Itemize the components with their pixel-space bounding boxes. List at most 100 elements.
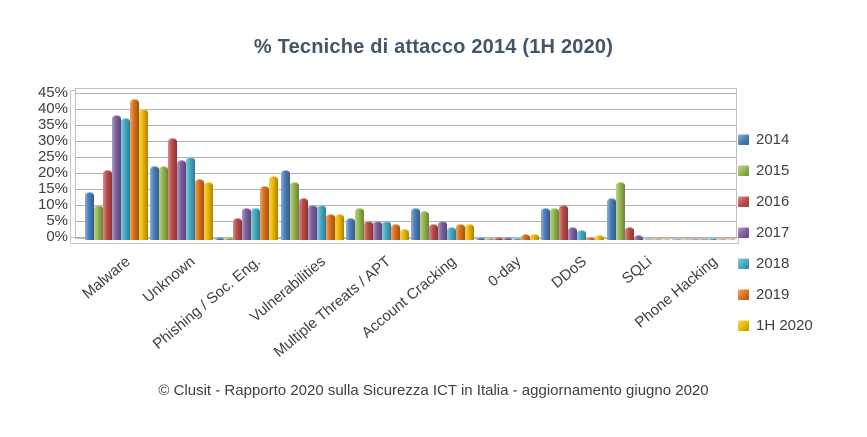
bar-group <box>215 88 279 240</box>
bar <box>224 236 234 240</box>
bar <box>559 204 569 240</box>
y-tick-label: 0% <box>46 228 68 245</box>
bar <box>568 227 578 240</box>
y-tick-label: 15% <box>37 180 68 197</box>
legend-item: 2019 <box>738 279 864 310</box>
legend-marker <box>738 134 749 145</box>
x-category-label: Multiple Threats / APT <box>270 253 395 361</box>
bar <box>334 214 344 240</box>
footer-caption: © Clusit - Rapporto 2020 sulla Sicurezza… <box>158 382 709 399</box>
legend-label: 2014 <box>756 131 790 148</box>
bar <box>345 217 355 240</box>
bar <box>195 179 205 240</box>
bar <box>485 238 495 240</box>
bar <box>411 208 420 240</box>
gridline <box>76 125 736 126</box>
gridline <box>76 93 736 94</box>
bar <box>233 217 243 240</box>
bar <box>456 224 465 240</box>
bar <box>269 176 279 240</box>
y-tick-label: 10% <box>37 196 68 213</box>
bar <box>242 208 252 240</box>
bar <box>429 224 438 240</box>
x-category-label: Unknown <box>139 253 199 307</box>
bar <box>606 198 616 240</box>
bar <box>168 137 178 240</box>
bar-group <box>85 88 148 240</box>
legend-marker <box>738 196 749 207</box>
bar <box>503 236 513 240</box>
gridline <box>76 173 736 174</box>
legend-marker <box>738 258 749 269</box>
bar <box>130 99 139 240</box>
gridline <box>76 141 736 142</box>
y-tick-label: 40% <box>37 100 68 117</box>
bar <box>707 238 717 240</box>
legend-label: 2019 <box>756 286 790 303</box>
bar <box>651 238 661 240</box>
bar-group <box>150 88 214 240</box>
legend: 2014 2015 2016 2017 2018 2019 1H 2020 <box>738 124 864 341</box>
bar <box>103 169 112 240</box>
legend-item: 2018 <box>738 248 864 279</box>
bar <box>150 166 160 240</box>
bar <box>530 233 540 240</box>
bar-group <box>606 88 670 240</box>
legend-item: 2017 <box>738 217 864 248</box>
y-tick-label: 20% <box>37 164 68 181</box>
gridline <box>76 221 736 222</box>
bar <box>307 204 317 240</box>
bar <box>251 208 261 240</box>
gridline <box>76 157 736 158</box>
bar <box>204 182 214 240</box>
bar <box>177 160 187 240</box>
y-tick-label: 35% <box>37 116 68 133</box>
bar <box>680 238 690 240</box>
bar <box>325 214 335 240</box>
bar <box>438 220 447 240</box>
bar <box>595 235 605 240</box>
bar <box>399 228 409 240</box>
legend-label: 2015 <box>756 162 790 179</box>
gridline <box>76 205 736 206</box>
bar-group <box>345 88 409 240</box>
bar <box>465 224 474 240</box>
bar <box>624 227 634 240</box>
legend-item: 1H 2020 <box>738 310 864 341</box>
bars-layer <box>75 88 735 240</box>
bar <box>215 236 225 240</box>
bar <box>159 166 169 240</box>
bar <box>698 238 708 240</box>
bar <box>354 208 364 240</box>
bar <box>633 235 643 240</box>
legend-marker <box>738 227 749 238</box>
bar <box>316 204 326 240</box>
bar <box>112 115 121 240</box>
bar <box>94 204 103 240</box>
bar-group <box>476 88 540 240</box>
bar-group <box>541 88 605 240</box>
bar <box>186 156 196 240</box>
y-tick-label: 45% <box>37 84 68 101</box>
x-category-label: Malware <box>79 253 134 303</box>
y-tick-label: 30% <box>37 132 68 149</box>
legend-item: 2016 <box>738 186 864 217</box>
bar <box>139 108 148 240</box>
bar <box>372 220 382 240</box>
bar <box>494 236 504 240</box>
legend-item: 2014 <box>738 124 864 155</box>
bar-group <box>411 88 474 240</box>
bar <box>716 238 726 240</box>
bar <box>298 198 308 240</box>
bar <box>577 230 587 240</box>
bar <box>615 182 625 240</box>
bar <box>363 220 373 240</box>
legend-marker <box>738 320 749 331</box>
bar <box>85 192 94 240</box>
bar <box>541 208 551 240</box>
bar-group <box>671 88 735 240</box>
bar <box>447 227 456 240</box>
legend-label: 2016 <box>756 193 790 210</box>
legend-label: 2018 <box>756 255 790 272</box>
